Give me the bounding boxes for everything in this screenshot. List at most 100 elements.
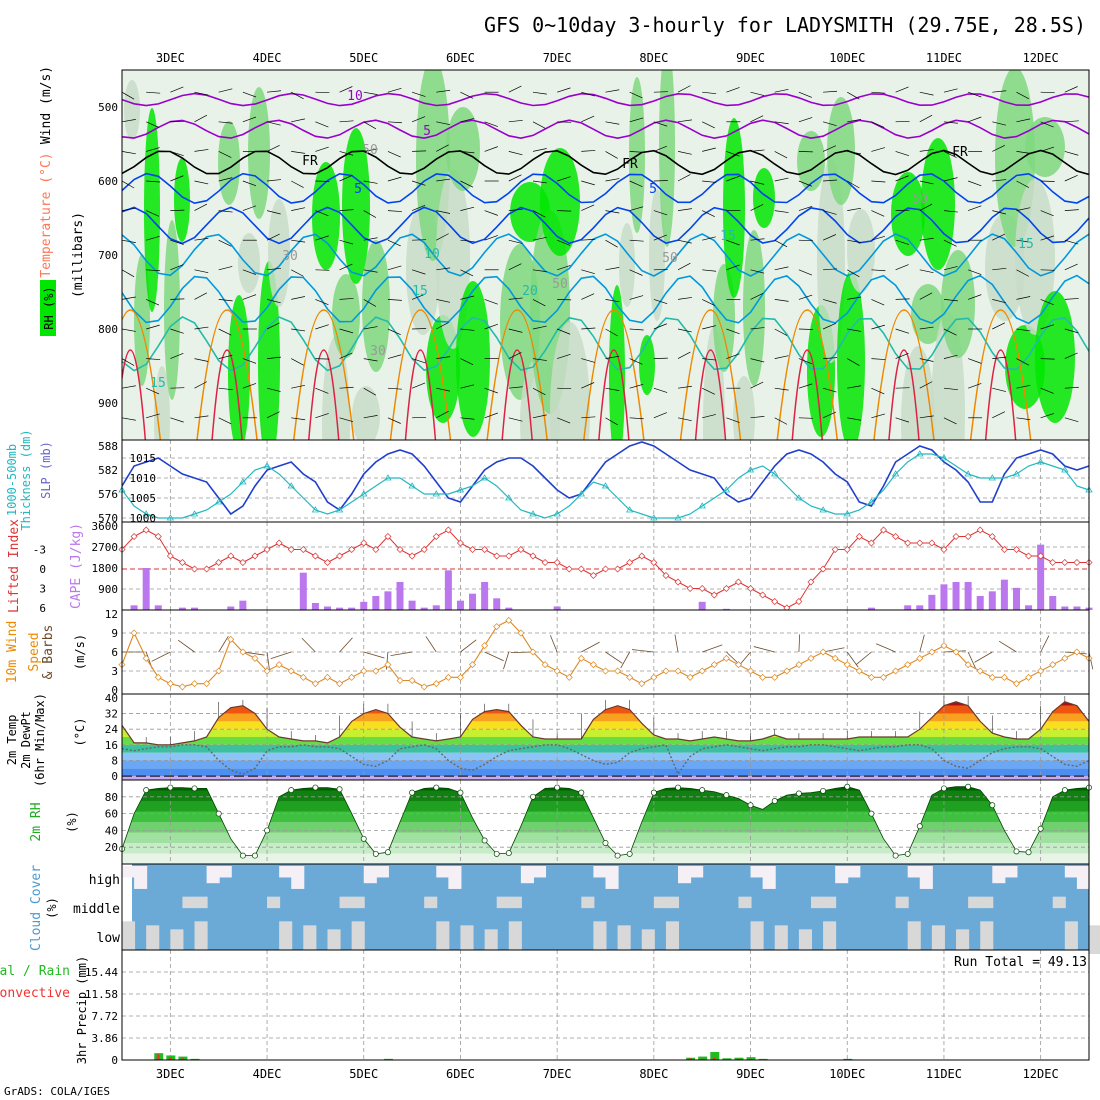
temperature-contour: [122, 119, 1089, 140]
tick-label: 582: [98, 464, 118, 477]
wind-barb: [363, 180, 378, 184]
wind-panel: 0 3 6 9 12 10m Wind Speed & Barbs (m/s): [5, 608, 1094, 697]
rh-marker: [505, 850, 512, 857]
wind-barb: [557, 265, 571, 271]
high-clear: [762, 866, 776, 889]
wind-barb: [170, 86, 184, 93]
wind-barb: [822, 647, 845, 653]
wind-speed-marker: [529, 648, 537, 656]
lifted-index-marker: [565, 565, 573, 573]
panel-ylabel: Speed: [27, 632, 42, 671]
top-day-label: 3DEC: [156, 51, 185, 65]
bottom-day-label: 3DEC: [156, 1067, 185, 1081]
wind-barb: [992, 387, 1006, 392]
wind-barb: [363, 358, 378, 362]
wind-barb: [1088, 388, 1089, 389]
panel-ylabel: 2m DewPt: [19, 711, 33, 769]
thickness-marker: [722, 486, 731, 493]
wind-barb: [436, 267, 451, 271]
high-clear: [690, 866, 704, 878]
contour-label: 50: [662, 251, 678, 266]
wind-barb: [1040, 210, 1054, 217]
wind-barb: [895, 417, 910, 423]
wind-speed-marker: [1049, 661, 1057, 669]
wind-barb: [629, 269, 643, 276]
high-clear: [678, 866, 692, 884]
high-clear: [835, 866, 849, 884]
wind-barb: [847, 119, 862, 123]
rh-marker: [372, 850, 379, 857]
wind-barb: [532, 236, 547, 241]
contour-label: FR: [952, 145, 968, 160]
low-clear: [146, 925, 160, 954]
panel-ylabel: Lifted Index: [7, 519, 22, 613]
wind-barb: [895, 86, 909, 93]
tick-label: 588: [98, 440, 118, 453]
top-day-label: 7DEC: [543, 51, 572, 65]
wind-barb: [677, 151, 692, 155]
wind-barb: [992, 210, 1006, 215]
thickness-marker: [408, 482, 416, 489]
wind-barb: [484, 121, 498, 127]
temp-band: [122, 752, 1089, 761]
tick-label: 60: [105, 808, 118, 821]
temp-band: [122, 729, 1089, 737]
wind-barb: [581, 416, 596, 419]
cape-bar: [1061, 606, 1069, 610]
contour-label: 30: [370, 344, 386, 359]
low-clear: [665, 921, 680, 950]
panel-border: [121, 949, 1090, 1061]
rh-shading: [258, 261, 280, 440]
wind-barb: [267, 356, 282, 359]
wind-barb: [266, 322, 280, 330]
wind-barb: [605, 210, 620, 214]
low-clear: [508, 921, 522, 950]
lifted-index-marker: [928, 539, 936, 547]
wind-barb: [194, 91, 209, 96]
wind-barb: [484, 323, 498, 330]
high-clear: [520, 866, 534, 884]
wind-barb: [122, 239, 136, 243]
rh-shading: [550, 322, 590, 440]
wind-barb: [146, 413, 160, 419]
convective-bar: [156, 1054, 160, 1060]
wind-barb: [291, 207, 305, 211]
wind-barb: [1040, 635, 1050, 653]
wind-barb: [266, 651, 270, 670]
wind-barb: [436, 322, 449, 330]
high-clear: [593, 866, 607, 878]
wind-barb: [726, 239, 740, 246]
rh-marker: [360, 835, 367, 842]
wind-barb: [974, 651, 993, 663]
cape-bar: [1000, 579, 1008, 610]
wind-barb: [267, 90, 282, 93]
wind-barb: [436, 410, 449, 419]
wind-barb: [387, 265, 402, 271]
wind-speed-marker: [1073, 648, 1081, 656]
cape-bar: [130, 605, 138, 610]
wind-barb: [436, 233, 449, 241]
wind-barb: [992, 356, 1007, 359]
thickness-marker: [553, 510, 561, 517]
lifted-index-marker: [166, 552, 174, 560]
lifted-index-marker: [1025, 552, 1033, 560]
wind-speed-marker: [952, 648, 960, 656]
wind-barb: [798, 91, 813, 98]
wind-barb: [267, 179, 282, 182]
wind-barb: [1088, 269, 1089, 271]
wind-barb: [919, 180, 934, 185]
wind-speed-marker: [867, 673, 875, 681]
contour-label: 5: [423, 124, 431, 139]
wind-barb: [291, 358, 304, 366]
wind-speed-marker: [1037, 667, 1045, 675]
wind-barb: [1064, 120, 1079, 123]
wind-speed-marker: [505, 616, 513, 624]
lifted-index-marker: [940, 546, 948, 553]
tick-label: 1800: [92, 562, 119, 575]
high-clear: [122, 866, 136, 878]
rh-shading: [911, 284, 945, 344]
wind-barb: [363, 651, 385, 659]
wind-barb: [177, 639, 195, 653]
wind-barb: [122, 151, 136, 155]
wind-barb: [750, 238, 765, 241]
